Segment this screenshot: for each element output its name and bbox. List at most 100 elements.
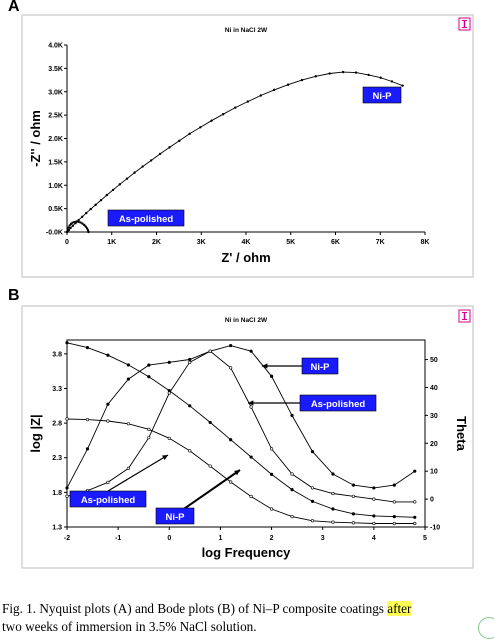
panel-a-point xyxy=(354,71,358,74)
panel-b-point xyxy=(331,472,335,476)
panel-b-info-icon xyxy=(458,309,471,323)
panel-b-point xyxy=(249,455,253,459)
panel-b-x-tick-label: -2 xyxy=(64,535,70,542)
panel-b-point xyxy=(372,514,376,518)
panel-b-point xyxy=(126,422,130,426)
panel-b-point xyxy=(372,497,376,501)
figure-caption: Fig. 1. Nyquist plots (A) and Bode plots… xyxy=(2,600,494,636)
panel-b-point xyxy=(290,488,294,492)
panel-a-point xyxy=(286,83,290,86)
panel-b-point xyxy=(372,486,376,490)
panel-a-x-axis-label: Z' / ohm xyxy=(221,250,270,265)
panel-a-x-tick-label: 6K xyxy=(331,239,340,246)
panel-b-series-line-2 xyxy=(66,345,416,489)
panel-b-x-tick-label: 1 xyxy=(218,535,222,542)
panel-a-x-tick-label: 0 xyxy=(65,239,69,246)
panel-a-point xyxy=(89,207,92,211)
caption-rest: two weeks of immersion in 3.5% NaCl solu… xyxy=(2,619,257,634)
panel-a-point xyxy=(178,139,181,143)
panel-b-y2-tick-label: 40 xyxy=(430,385,438,392)
panel-a-point xyxy=(125,177,129,180)
panel-a-point xyxy=(149,159,153,162)
svg-text:Ni-P: Ni-P xyxy=(311,362,331,373)
panel-b-point xyxy=(147,375,151,379)
panel-a-x-tick-label: 2K xyxy=(152,239,161,246)
panel-b-point xyxy=(290,515,294,519)
panel-a-point xyxy=(272,88,276,92)
panel-b-y2-tick-label: 20 xyxy=(430,441,438,448)
panel-a-point xyxy=(81,215,84,219)
panel-b-label-as-polished-theta: As-polished xyxy=(299,394,377,412)
panel-a-point xyxy=(367,73,370,77)
panel-b-point xyxy=(188,449,192,453)
panel-a-point xyxy=(141,165,144,168)
panel-b-point xyxy=(331,491,335,496)
svg-text:Ni-P: Ni-P xyxy=(166,512,186,523)
panel-b-point xyxy=(249,494,253,499)
panel-b-point xyxy=(249,405,253,409)
panel-b-x-tick-label: 5 xyxy=(423,535,427,542)
panel-b-label-as-polished-z: As-polished xyxy=(69,490,147,508)
panel-b-point xyxy=(310,519,315,523)
panel-b-point xyxy=(208,420,212,425)
panel-a-point xyxy=(68,224,71,227)
panel-a-y-tick-label: 3.5K xyxy=(48,66,63,73)
panel-b-y-tick-label: 2.3 xyxy=(52,455,62,462)
panel-b-point xyxy=(413,515,417,519)
panel-b-point xyxy=(147,363,151,367)
panel-b-point xyxy=(269,374,274,378)
panel-a-point xyxy=(81,222,84,225)
panel-a-y-tick-label: 2.0K xyxy=(48,136,63,143)
panel-b-frame xyxy=(21,305,474,569)
panel-b-x-tick-label: 2 xyxy=(270,535,274,542)
panel-b-point xyxy=(126,466,130,470)
panel-b-point xyxy=(413,521,417,526)
panel-b-title: Ni in NaCl 2W xyxy=(225,317,268,324)
panel-b-point xyxy=(188,360,192,364)
panel-a-x-tick-label: 7K xyxy=(376,239,385,246)
panel-b-label-nip-theta: Ni-P xyxy=(301,357,339,375)
panel-b-point xyxy=(65,341,69,345)
panel-b-y-tick-label: 3.8 xyxy=(52,351,62,358)
panel-b-point xyxy=(310,499,315,503)
panel-b-x-tick-label: 3 xyxy=(321,535,325,542)
panel-a-y-tick-label: 1.0K xyxy=(48,183,63,190)
panel-a-x-tick-label: 3K xyxy=(197,239,206,246)
panel-a-point xyxy=(69,226,72,230)
panel-a-point xyxy=(199,126,202,129)
panel-b-point xyxy=(65,417,69,421)
panel-b-point xyxy=(413,469,417,473)
panel-b-point xyxy=(106,402,110,406)
panel-b-point xyxy=(249,349,253,353)
panel-b-point xyxy=(351,512,356,516)
panel-a-point xyxy=(221,112,225,116)
panel-a-y-tick-label: 1.5K xyxy=(48,159,63,166)
panel-label-b: B xyxy=(8,287,20,304)
panel-a-point xyxy=(87,230,90,234)
panel-a-x-tick-label: 5K xyxy=(286,239,295,246)
panel-b-point xyxy=(65,486,69,490)
panel-a-point xyxy=(85,211,88,215)
panel-b-point xyxy=(269,507,274,511)
caption-main: Fig. 1. Nyquist plots (A) and Bode plots… xyxy=(2,601,388,616)
panel-b-point xyxy=(208,349,212,353)
panel-b-y2-tick-label: 30 xyxy=(430,413,438,420)
panel-a-y-tick-label: -0.0K xyxy=(46,230,63,237)
panel-b-point xyxy=(372,521,376,526)
panel-b-point xyxy=(188,404,192,408)
panel-b-point xyxy=(229,343,233,348)
panel-a-x-tick-label: 4K xyxy=(242,239,251,246)
panel-a-point xyxy=(210,119,213,122)
panel-b-point xyxy=(351,483,356,487)
panel-a-y-axis-label: -Z'' / ohm xyxy=(28,110,43,167)
panel-b-point xyxy=(85,418,90,422)
panel-a-label-nip: Ni-P xyxy=(362,86,402,104)
panel-b-x-axis-label: log Frequency xyxy=(202,545,292,560)
panel-a-point xyxy=(300,78,304,82)
panel-b-point xyxy=(167,391,171,395)
panel-label-a: A xyxy=(8,0,20,15)
panel-b-point xyxy=(269,472,274,476)
panel-a-y-tick-label: 0.5K xyxy=(48,206,63,213)
panel-a-point xyxy=(168,146,171,149)
panel-b-point xyxy=(208,464,212,468)
